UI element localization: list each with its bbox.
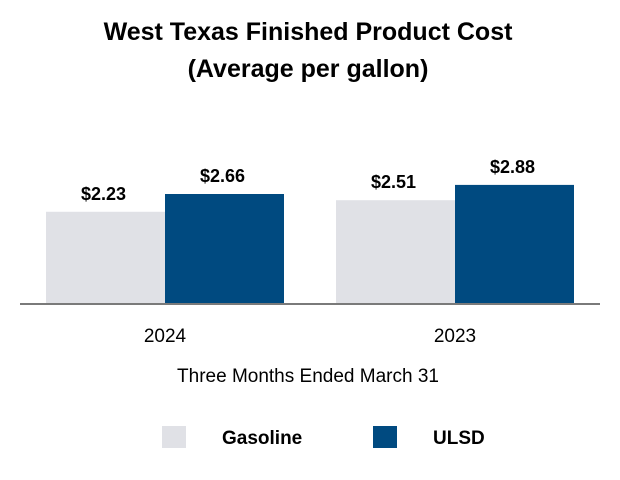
- x-axis-ticks: 2024 2023: [144, 326, 476, 347]
- legend: Gasoline ULSD: [162, 426, 485, 449]
- legend-label-gasoline: Gasoline: [222, 428, 302, 449]
- legend-swatch-gasoline: [162, 426, 186, 448]
- legend-label-ulsd: ULSD: [433, 428, 485, 449]
- value-label-gasoline-2023: $2.51: [371, 172, 416, 192]
- chart-subtitle: (Average per gallon): [188, 55, 429, 83]
- value-label-ulsd-2023: $2.88: [490, 157, 535, 177]
- bar-gasoline-2023: [336, 200, 455, 304]
- x-tick-label-2023: 2023: [434, 326, 476, 347]
- chart-title: West Texas Finished Product Cost: [104, 18, 514, 46]
- value-label-gasoline-2024: $2.23: [81, 184, 126, 204]
- bar-gasoline-2024: [46, 211, 165, 304]
- bar-ulsd-2023: [455, 184, 574, 304]
- legend-swatch-ulsd: [373, 426, 397, 448]
- x-axis-label: Three Months Ended March 31: [177, 366, 439, 387]
- value-labels-group: $2.23 $2.66 $2.51 $2.88: [81, 157, 535, 204]
- bar-ulsd-2024: [165, 194, 284, 304]
- x-tick-label-2024: 2024: [144, 326, 187, 347]
- bars-group: [46, 184, 574, 304]
- value-label-ulsd-2024: $2.66: [200, 166, 245, 186]
